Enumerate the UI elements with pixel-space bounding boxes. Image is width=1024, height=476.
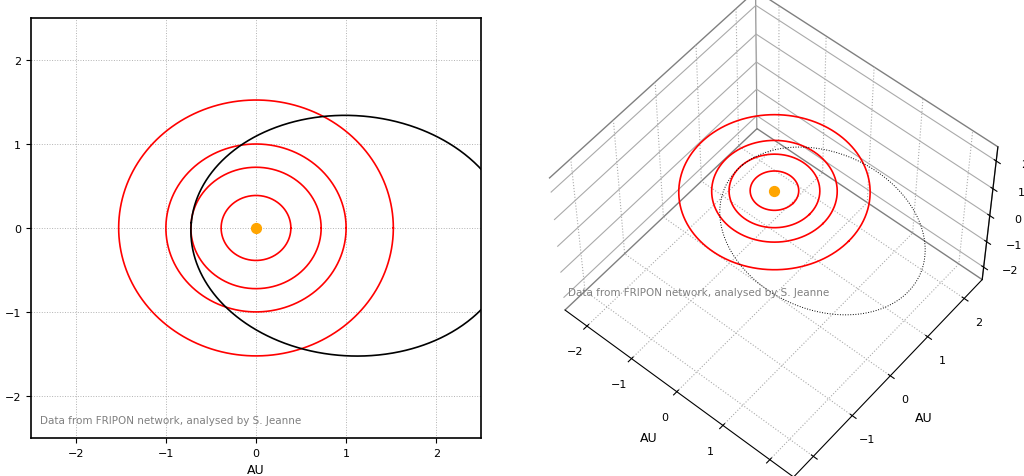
Y-axis label: AU: AU [914,411,932,424]
X-axis label: AU: AU [247,463,265,476]
Point [248,225,264,232]
X-axis label: AU: AU [640,431,657,445]
Text: Data from FRIPON network, analysed by S. Jeanne: Data from FRIPON network, analysed by S.… [567,287,828,297]
Text: Data from FRIPON network, analysed by S. Jeanne: Data from FRIPON network, analysed by S.… [40,416,301,426]
